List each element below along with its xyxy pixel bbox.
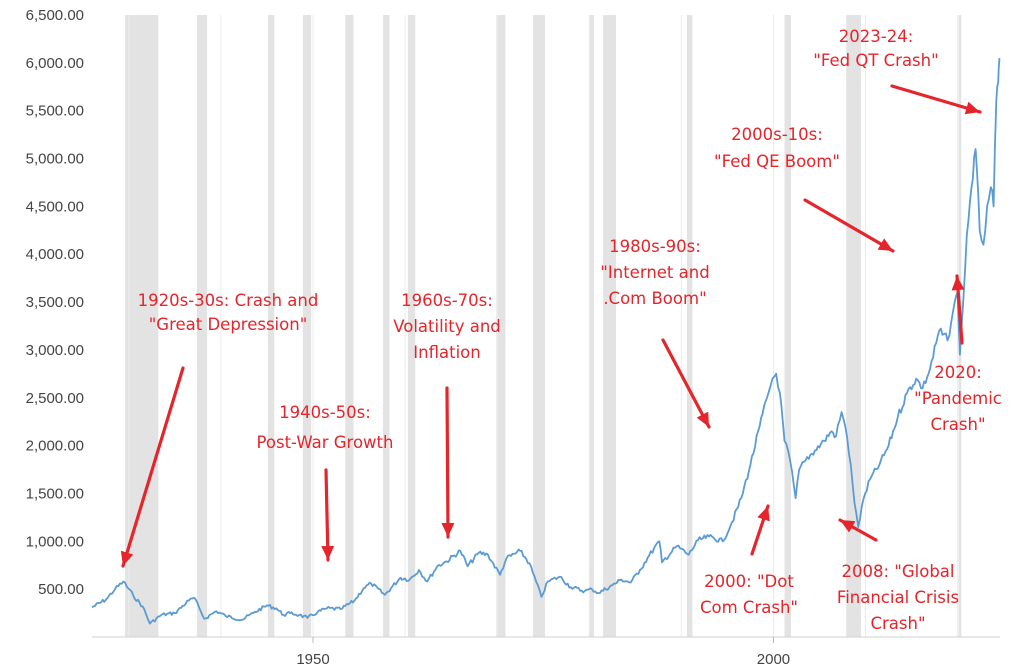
recession-band: [846, 15, 861, 637]
y-tick-label: 4,000.00: [26, 246, 84, 263]
y-tick-label: 6,500.00: [26, 7, 84, 24]
recession-band: [267, 15, 275, 637]
y-tick-label: 1,000.00: [26, 533, 84, 550]
recession-band: [196, 15, 208, 637]
annotation-text: Crash": [930, 415, 985, 434]
arrow-head-icon: [877, 238, 893, 251]
annotation-text: "Pandemic: [914, 389, 1002, 408]
annotation-text: Volatility and: [393, 317, 501, 336]
recession-band: [603, 15, 616, 637]
y-tick-label: 1,500.00: [26, 485, 84, 502]
arrow-head-icon: [757, 506, 770, 522]
y-tick-label: 2,500.00: [26, 390, 84, 407]
recession-band: [589, 15, 594, 637]
annotation-text: "Great Depression": [149, 315, 308, 334]
annotation-text: "Internet and: [600, 263, 709, 282]
recession-band: [345, 15, 354, 637]
recession-band: [302, 15, 312, 637]
arrow-head-icon: [840, 520, 856, 533]
annotation-text: 1940s-50s:: [279, 403, 371, 422]
y-tick-label: 5,000.00: [26, 151, 84, 168]
x-tick-label: 1950: [296, 651, 329, 668]
annotation-text: "Fed QT Crash": [813, 51, 938, 70]
annotation-text: .Com Boom": [603, 289, 706, 308]
annotation-arrow-shaft: [661, 338, 711, 429]
y-tick-label: 4,500.00: [26, 198, 84, 215]
annotations: 1920s-30s: Crash and "Great Depression" 19…: [138, 27, 1002, 633]
arrow-head-icon: [441, 522, 455, 537]
arrow-head-icon: [964, 101, 980, 115]
arrow-head-icon: [696, 411, 709, 427]
annotation-text: Com Crash": [700, 598, 798, 617]
recession-band: [686, 15, 693, 637]
annotation-text: Post-War Growth: [257, 433, 394, 452]
annotation-text: Financial Crisis: [837, 588, 959, 607]
recession-band: [533, 15, 546, 637]
annotation-arrow-shaft: [121, 366, 185, 568]
y-tick-label: 2,000.00: [26, 438, 84, 455]
recession-band: [125, 15, 159, 637]
x-axis: 1950 2000: [296, 637, 790, 668]
recession-band: [407, 15, 416, 637]
y-tick-label: 3,000.00: [26, 342, 84, 359]
annotation-arrow-shaft: [324, 468, 330, 562]
recession-band: [496, 15, 506, 637]
annotation-text: 1920s-30s: Crash and: [138, 291, 319, 310]
arrow-head-icon: [951, 276, 965, 291]
arrow-head-icon: [321, 545, 335, 560]
x-tick-label: 2000: [757, 651, 790, 668]
recession-band: [784, 15, 791, 637]
series-layer: [91, 58, 1001, 625]
y-axis: 500.00 1,000.00 1,500.00 2,000.00 2,500.00 3,…: [26, 7, 84, 598]
annotation-text: 1980s-90s:: [609, 237, 701, 256]
arrow-head-icon: [120, 550, 134, 566]
y-tick-label: 500.00: [38, 581, 84, 598]
y-tick-label: 5,500.00: [26, 103, 84, 120]
annotation-text: "Fed QE Boom": [714, 152, 840, 171]
y-tick-label: 3,500.00: [26, 294, 84, 311]
annotation-text: 2000s-10s:: [731, 125, 823, 144]
series-line: [91, 58, 1001, 625]
annotation-text: Crash": [870, 614, 925, 633]
grid-lines: [92, 15, 1000, 638]
annotation-arrow-shaft: [890, 84, 982, 114]
annotation-text: 2000: "Dot: [704, 572, 794, 591]
y-tick-label: 6,000.00: [26, 55, 84, 72]
annotation-text: 1960s-70s:: [401, 291, 493, 310]
annotation-arrow-shaft: [803, 198, 895, 253]
recession-band: [383, 15, 390, 637]
annotation-text: Inflation: [413, 343, 480, 362]
annotation-text: 2023-24:: [839, 27, 914, 46]
annotation-arrow-shaft: [445, 386, 450, 539]
annotation-arrows: [120, 84, 982, 568]
annotation-text: 2008: "Global: [841, 562, 954, 581]
annotation-text: 2020:: [934, 363, 982, 382]
